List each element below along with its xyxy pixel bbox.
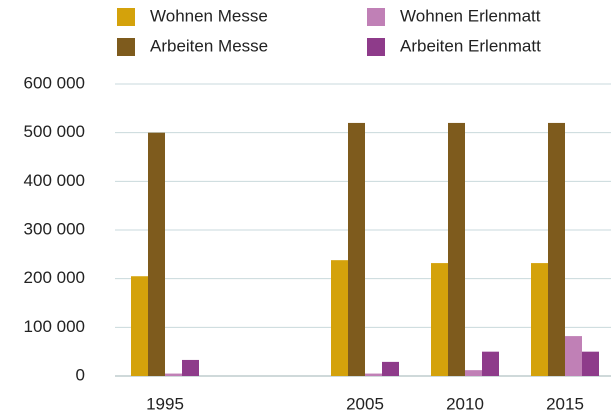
y-tick-label: 600 000 <box>24 73 85 92</box>
legend-swatch <box>117 8 135 26</box>
y-tick-label: 300 000 <box>24 219 85 238</box>
bar <box>465 370 482 376</box>
legend-swatch <box>367 38 385 56</box>
bar <box>531 263 548 376</box>
legend-label: Wohnen Erlenmatt <box>400 6 541 25</box>
bar <box>482 351 499 376</box>
y-tick-label: 400 000 <box>24 171 85 190</box>
x-tick-label: 2015 <box>546 394 584 413</box>
legend-swatch <box>367 8 385 26</box>
bar <box>365 373 382 376</box>
bar <box>431 263 448 376</box>
y-tick-label: 100 000 <box>24 317 85 336</box>
y-tick-label: 200 000 <box>24 268 85 287</box>
bar <box>165 373 182 376</box>
x-tick-label: 2010 <box>446 394 484 413</box>
bar <box>582 351 599 376</box>
legend-label: Arbeiten Messe <box>150 36 268 55</box>
legend-label: Arbeiten Erlenmatt <box>400 36 541 55</box>
bar <box>182 359 199 376</box>
bar <box>348 122 365 376</box>
legend-swatch <box>117 38 135 56</box>
bar <box>382 361 399 376</box>
bar <box>131 276 148 376</box>
x-tick-label: 1995 <box>146 394 184 413</box>
bar <box>565 336 582 376</box>
bar <box>331 260 348 376</box>
y-tick-label: 500 000 <box>24 122 85 141</box>
x-tick-label: 2005 <box>346 394 384 413</box>
y-tick-label: 0 <box>76 365 85 384</box>
bar <box>448 122 465 376</box>
bar <box>148 132 165 376</box>
bar <box>548 122 565 376</box>
legend-label: Wohnen Messe <box>150 6 268 25</box>
